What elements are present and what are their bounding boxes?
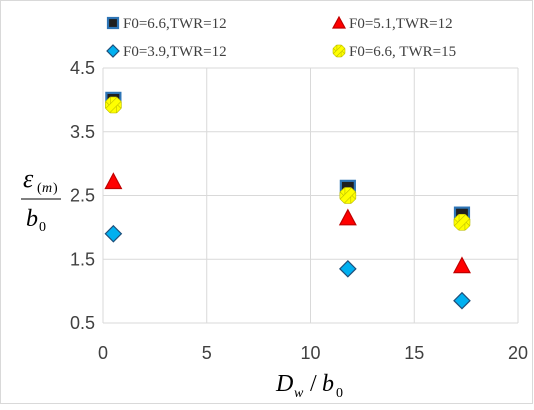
x-tick-label: 20 bbox=[508, 343, 528, 363]
data-point-triangle bbox=[338, 208, 357, 226]
x-axis-label-b-subscript: 0 bbox=[336, 386, 343, 401]
x-axis-label-slash: / bbox=[310, 371, 317, 397]
data-point-triangle bbox=[104, 172, 123, 190]
data-point-asterisk bbox=[453, 213, 471, 231]
x-axis-label-w: w bbox=[294, 386, 304, 401]
y-axis-label-b-subscript: 0 bbox=[39, 220, 46, 235]
data-point-diamond bbox=[104, 224, 123, 243]
y-axis-label-b: b bbox=[26, 206, 38, 232]
data-point-diamond bbox=[106, 44, 120, 58]
y-tick-label: 0.5 bbox=[70, 313, 95, 333]
legend-item: F0=6.6, TWR=15 bbox=[332, 44, 456, 60]
data-point-diamond bbox=[453, 291, 471, 310]
y-tick-label: 1.5 bbox=[70, 249, 95, 269]
data-point-asterisk bbox=[339, 187, 357, 204]
x-axis-label: D w / b 0 bbox=[275, 371, 343, 401]
x-tick-label: 15 bbox=[404, 343, 424, 363]
y-axis-label-subscript-m: m bbox=[42, 181, 52, 196]
legend-label: F0=3.9,TWR=12 bbox=[123, 44, 227, 60]
legend-item: F0=6.6,TWR=12 bbox=[106, 16, 227, 32]
y-tick-label: 4.5 bbox=[70, 58, 95, 78]
x-axis-label-b: b bbox=[322, 371, 334, 397]
legend-item: F0=5.1,TWR=12 bbox=[331, 15, 453, 32]
data-point-triangle bbox=[331, 15, 347, 29]
y-tick-label: 3.5 bbox=[70, 122, 95, 142]
data-point-diamond bbox=[339, 259, 357, 278]
y-axis-label-subscript: ( bbox=[37, 181, 42, 196]
x-tick-label: 0 bbox=[98, 343, 108, 363]
x-tick-label: 10 bbox=[300, 343, 320, 363]
y-tick-labels: 4.5 3.5 2.5 1.5 0.5 bbox=[70, 58, 95, 333]
y-tick-label: 2.5 bbox=[70, 186, 95, 206]
legend-item: F0=3.9,TWR=12 bbox=[106, 44, 227, 60]
y-axis-label-subscript-close: ) bbox=[53, 181, 58, 196]
grid bbox=[102, 67, 519, 324]
legend: F0=6.6,TWR=12 F0=5.1,TWR=12 F0=3.9,TWR=12 F… bbox=[106, 15, 456, 60]
y-axis-label-epsilon: ε bbox=[23, 164, 34, 193]
data-point-triangle bbox=[452, 256, 471, 274]
y-axis-label: ε ( m ) b 0 bbox=[21, 164, 61, 235]
data-point-asterisk bbox=[332, 44, 346, 58]
data-point-square bbox=[106, 16, 120, 30]
x-tick-labels: 0 5 10 15 20 bbox=[98, 343, 528, 363]
legend-label: F0=6.6, TWR=15 bbox=[349, 44, 456, 60]
data-points bbox=[104, 91, 471, 310]
legend-label: F0=5.1,TWR=12 bbox=[349, 16, 453, 32]
x-axis-label-D: D bbox=[275, 371, 293, 397]
data-point-asterisk bbox=[105, 96, 122, 114]
legend-label: F0=6.6,TWR=12 bbox=[123, 16, 227, 32]
x-tick-label: 5 bbox=[202, 343, 212, 363]
